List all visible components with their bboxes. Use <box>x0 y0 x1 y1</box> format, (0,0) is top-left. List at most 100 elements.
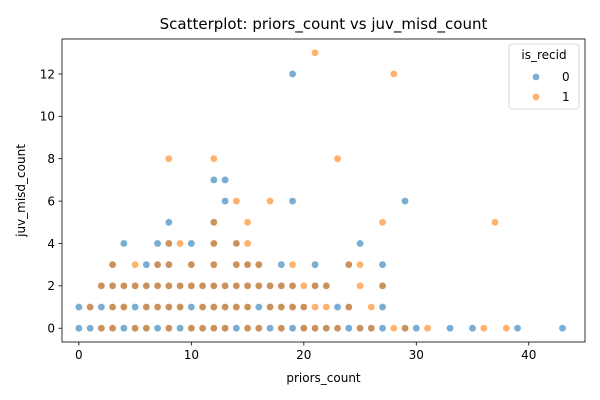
y-axis-label: juv_misd_count <box>14 144 28 238</box>
legend: is_recid 0 1 <box>508 43 580 110</box>
scatter-point-series-0 <box>333 303 342 311</box>
scatter-point-series-0 <box>187 303 196 311</box>
legend-title: is_recid <box>521 48 566 62</box>
scatter-point-series-1 <box>176 239 184 248</box>
x-axis: 0 10 20 30 40 <box>75 342 536 362</box>
scatter-point-series-1 <box>232 260 241 269</box>
scatter-point-series-1 <box>108 260 117 269</box>
x-tick-label: 20 <box>296 348 311 362</box>
scatter-point-series-1 <box>401 324 409 333</box>
scatter-point-series-1 <box>479 324 488 333</box>
scatter-point-series-1 <box>198 303 207 311</box>
scatter-point-series-0 <box>468 324 477 333</box>
legend-marker-series-1 <box>532 93 540 101</box>
scatter-point-series-0 <box>97 303 106 311</box>
plot-frame <box>61 38 586 343</box>
scatter-point-series-0 <box>142 260 151 269</box>
scatter-point-series-0 <box>344 324 353 333</box>
x-tick-label: 30 <box>409 348 424 362</box>
scatter-point-series-1 <box>232 197 241 205</box>
scatter-point-series-1 <box>120 303 128 311</box>
scatter-point-series-0 <box>378 260 387 269</box>
scatter-point-series-1 <box>187 260 196 269</box>
x-axis-label: priors_count <box>286 371 361 385</box>
scatter-point-series-1 <box>502 324 511 333</box>
y-axis: 0 2 4 6 8 10 12 <box>40 67 62 336</box>
scatter-point-series-1 <box>389 324 398 333</box>
scatter-point-series-1 <box>299 282 308 290</box>
scatter-point-series-1 <box>86 303 94 311</box>
scatter-point-series-0 <box>446 324 454 333</box>
scatter-point-series-1 <box>165 260 173 269</box>
scatter-point-series-1 <box>187 324 196 333</box>
scatter-point-series-0 <box>120 324 128 333</box>
x-tick-label: 0 <box>75 348 83 362</box>
scatter-point-series-1 <box>378 218 387 227</box>
scatter-point-series-1 <box>254 260 263 269</box>
scatter-point-series-0 <box>356 239 364 248</box>
scatter-point-series-1 <box>266 282 274 290</box>
scatter-point-series-1 <box>322 303 331 311</box>
scatter-point-series-1 <box>165 154 173 163</box>
scatter-point-series-1 <box>131 260 139 269</box>
scatter-point-series-0 <box>378 324 387 333</box>
scatter-point-series-1 <box>288 282 297 290</box>
y-tick-label: 10 <box>40 110 55 124</box>
scatter-point-series-0 <box>221 176 229 184</box>
scatter-point-series-1 <box>423 324 432 333</box>
scatter-point-series-1 <box>131 282 139 290</box>
y-tick-label: 8 <box>47 152 55 166</box>
scatter-point-series-0 <box>266 324 274 333</box>
scatter-point-series-1 <box>209 239 218 248</box>
scatter-point-series-1 <box>254 282 263 290</box>
y-tick-label: 4 <box>47 237 55 251</box>
scatter-point-series-1 <box>277 303 286 311</box>
scatter-point-series-1 <box>322 282 331 290</box>
scatter-point-series-0 <box>558 324 567 333</box>
scatter-point-series-1 <box>333 154 342 163</box>
scatter-point-series-0 <box>209 176 218 184</box>
scatter-point-series-0 <box>187 239 196 248</box>
scatter-point-series-1 <box>344 260 353 269</box>
scatter-point-series-1 <box>356 324 364 333</box>
scatter-point-series-1 <box>243 218 252 227</box>
legend-marker-series-0 <box>532 73 540 81</box>
scatter-point-series-0 <box>254 303 263 311</box>
scatter-point-series-1 <box>153 260 162 269</box>
scatter-point-series-1 <box>288 303 297 311</box>
scatter-point-series-1 <box>165 324 173 333</box>
scatter-point-series-1 <box>209 282 218 290</box>
scatter-point-series-1 <box>198 324 207 333</box>
scatter-point-series-0 <box>176 324 184 333</box>
y-tick-label: 12 <box>40 67 55 81</box>
scatter-point-series-1 <box>266 197 274 205</box>
scatter-point-series-1 <box>311 324 319 333</box>
scatter-point-series-1 <box>165 282 173 290</box>
legend-label-series-1: 1 <box>562 90 570 104</box>
scatter-point-series-1 <box>299 303 308 311</box>
scatter-point-series-1 <box>266 303 274 311</box>
scatter-point-series-1 <box>142 324 151 333</box>
scatter-point-series-1 <box>131 324 139 333</box>
scatter-point-series-0 <box>513 324 522 333</box>
scatter-point-series-1 <box>120 282 128 290</box>
y-tick-label: 0 <box>47 322 55 336</box>
scatter-point-series-0 <box>401 197 409 205</box>
scatter-point-series-1 <box>221 303 229 311</box>
scatter-point-series-1 <box>299 324 308 333</box>
scatter-point-series-1 <box>97 324 106 333</box>
scatter-point-series-0 <box>131 303 139 311</box>
scatter-point-series-0 <box>120 239 128 248</box>
scatter-point-series-1 <box>344 303 353 311</box>
scatter-point-series-1 <box>108 282 117 290</box>
scatter-point-series-0 <box>75 303 83 311</box>
scatter-point-series-1 <box>254 324 263 333</box>
scatter-point-series-1 <box>367 324 376 333</box>
scatter-point-series-1 <box>277 282 286 290</box>
legend-label-series-0: 0 <box>562 70 570 84</box>
scatter-point-series-1 <box>108 324 117 333</box>
scatter-point-series-0 <box>288 324 297 333</box>
scatter-point-series-1 <box>221 282 229 290</box>
scatter-point-series-0 <box>153 324 162 333</box>
